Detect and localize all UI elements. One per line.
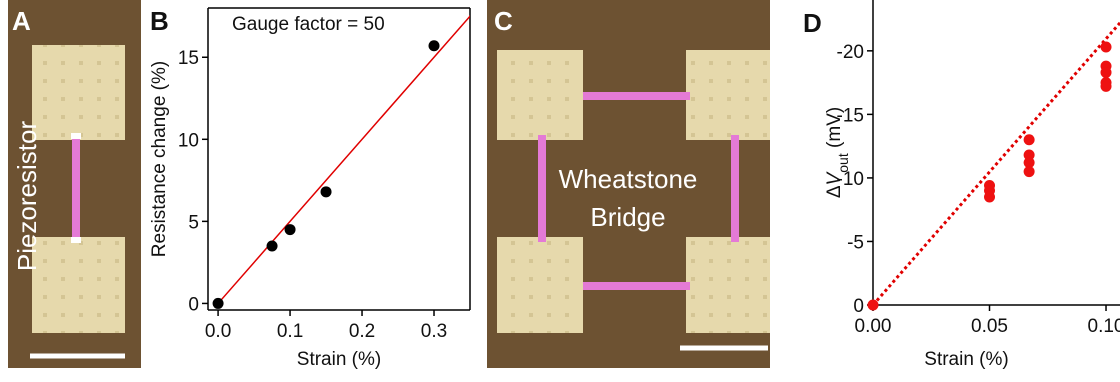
- data-point: [1024, 134, 1035, 145]
- y-axis-label-part: Δ: [824, 185, 845, 198]
- y-tick-label: -5: [847, 232, 864, 253]
- x-axis-label: Strain (%): [297, 349, 381, 370]
- data-point: [1024, 166, 1035, 177]
- y-tick-label: 0: [188, 294, 199, 315]
- y-axis-label: Resistance change (%): [149, 61, 170, 257]
- annotation: Gauge factor = 50: [232, 14, 385, 35]
- panel-label: D: [803, 8, 822, 38]
- data-point: [321, 186, 332, 197]
- fit-line: [218, 8, 477, 303]
- panel-label: B: [150, 6, 169, 36]
- photo-caption: Wheatstone: [559, 164, 698, 194]
- data-point: [1101, 81, 1112, 92]
- y-tick-label: 0: [853, 296, 864, 317]
- y-tick-label: 15: [178, 48, 199, 69]
- x-tick-label: 0.3: [421, 321, 447, 342]
- x-tick-label: 0.0: [205, 321, 231, 342]
- y-tick-label: 5: [188, 212, 199, 233]
- x-tick-label: 0.10: [1088, 316, 1120, 337]
- data-point: [1101, 67, 1112, 78]
- y-axis-label-part: out: [835, 153, 851, 173]
- data-point: [984, 191, 995, 202]
- data-point: [868, 300, 879, 311]
- photo-caption: Bridge: [590, 202, 665, 232]
- x-axis-label: Strain (%): [924, 349, 1008, 370]
- x-tick-label: 0.2: [349, 321, 375, 342]
- x-tick-label: 0.00: [855, 316, 892, 337]
- data-point: [285, 224, 296, 235]
- x-tick-label: 0.05: [971, 316, 1008, 337]
- photo-c: C Wheatstone Bridge: [487, 0, 770, 368]
- data-point: [1101, 42, 1112, 53]
- data-point: [213, 298, 224, 309]
- y-tick-label: -20: [837, 42, 864, 63]
- panel-label: A: [12, 6, 31, 36]
- y-axis-label-part: (mV): [824, 107, 845, 153]
- fit-line: [873, 23, 1120, 305]
- data-point: [267, 240, 278, 251]
- photo-caption: Piezoresistor: [12, 121, 42, 272]
- y-tick-label: 10: [178, 130, 199, 151]
- figure: A Piezoresistor C Wheatstone Bridge 0.00…: [0, 0, 1120, 377]
- data-point: [429, 40, 440, 51]
- photo-a: A Piezoresistor: [8, 0, 141, 368]
- x-tick-label: 0.1: [277, 321, 303, 342]
- panel-label: C: [494, 6, 513, 36]
